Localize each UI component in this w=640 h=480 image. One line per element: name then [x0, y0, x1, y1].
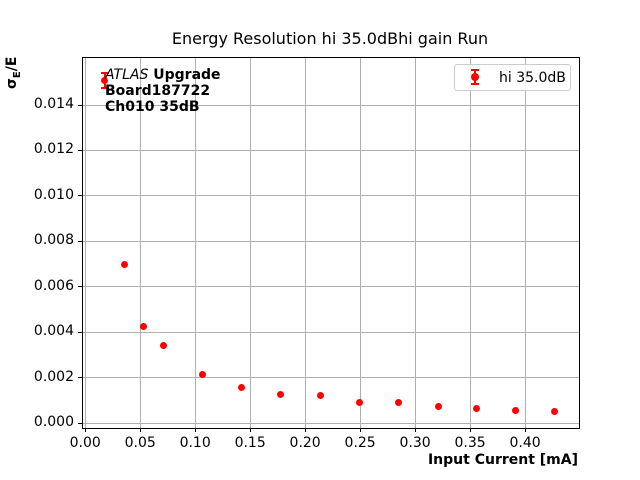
y-gridline: [83, 377, 579, 379]
plot-area: ATLAS Upgrade Board187722 Ch010 35dB hi …: [34, 57, 580, 451]
y-gridline: [83, 286, 579, 288]
y-axis-label-sub: E: [11, 71, 23, 79]
y-tick-label: 0.014: [33, 96, 74, 113]
errorbar-cap-top: [100, 71, 109, 74]
x-gridline: [414, 58, 416, 428]
data-point: [355, 399, 363, 407]
data-point: [511, 406, 519, 414]
data-point: [277, 390, 285, 398]
y-tick-label: 0.008: [33, 232, 74, 249]
x-gridline: [84, 58, 86, 428]
annotation-experiment: ATLAS: [105, 67, 149, 83]
y-tick-label: 0.002: [33, 368, 74, 385]
x-tick-mark: [414, 428, 416, 432]
x-tick-mark: [524, 428, 526, 432]
x-tick-mark: [359, 428, 361, 432]
legend-errorbar-cap-bottom: [471, 83, 479, 85]
x-tick-label: 0.15: [234, 435, 266, 451]
x-gridline: [469, 58, 471, 428]
x-tick-mark: [469, 428, 471, 432]
x-tick-label: 0.40: [509, 435, 541, 451]
errorbar-cap-bottom: [100, 86, 109, 89]
legend-label: hi 35.0dB: [499, 69, 566, 86]
x-gridline: [359, 58, 361, 428]
data-point: [101, 76, 109, 84]
data-point: [121, 260, 129, 268]
y-tick-mark: [78, 286, 82, 288]
y-tick-mark: [78, 422, 82, 424]
x-tick-label: 0.00: [69, 435, 101, 451]
y-axis-label-rest: /E: [4, 56, 20, 72]
y-tick-mark: [78, 331, 82, 333]
errorbar-marker-icon: [455, 65, 489, 90]
annotation-upgrade: Upgrade: [148, 67, 221, 83]
x-tick-mark: [304, 428, 306, 432]
y-tick-mark: [78, 377, 82, 379]
y-tick-label: 0.010: [33, 186, 74, 203]
x-axis-label: Input Current [mA]: [427, 452, 578, 468]
x-tick-label: 0.35: [454, 435, 486, 451]
y-tick-label: 0.004: [33, 323, 74, 340]
data-point: [237, 383, 245, 391]
plot-annotation: ATLAS Upgrade Board187722 Ch010 35dB: [105, 67, 221, 115]
y-gridline: [83, 422, 579, 424]
data-point: [139, 322, 147, 330]
y-tick-label: 0.006: [33, 277, 74, 294]
y-tick-mark: [78, 104, 82, 106]
x-tick-label: 0.25: [344, 435, 376, 451]
x-gridline: [139, 58, 141, 428]
legend: hi 35.0dB: [454, 64, 571, 91]
x-tick-mark: [84, 428, 86, 432]
data-point: [159, 341, 167, 349]
x-tick-mark: [194, 428, 196, 432]
y-axis-label: σE/E: [4, 57, 23, 89]
y-tick-mark: [78, 195, 82, 197]
data-point: [551, 408, 559, 416]
x-tick-label: 0.20: [289, 435, 321, 451]
legend-marker-dot: [471, 73, 479, 81]
y-gridline: [83, 104, 579, 106]
data-point: [199, 371, 207, 379]
x-gridline: [524, 58, 526, 428]
x-tick-mark: [139, 428, 141, 432]
annotation-line-2: Board187722: [105, 83, 211, 99]
y-gridline: [83, 149, 579, 151]
legend-errorbar-cap-top: [471, 69, 479, 71]
y-tick-label: 0.000: [33, 414, 74, 430]
x-tick-label: 0.05: [124, 435, 156, 451]
data-point: [317, 392, 325, 400]
y-gridline: [83, 195, 579, 197]
x-tick-mark: [249, 428, 251, 432]
annotation-line-3: Ch010 35dB: [105, 99, 200, 115]
y-gridline: [83, 331, 579, 333]
x-gridline: [249, 58, 251, 428]
y-gridline: [83, 240, 579, 242]
annotation-line-1: ATLAS Upgrade: [105, 67, 221, 83]
data-point: [395, 398, 403, 406]
chart-title: Energy Resolution hi 35.0dBhi gain Run: [171, 29, 489, 48]
x-tick-label: 0.10: [179, 435, 211, 451]
y-tick-mark: [78, 149, 82, 151]
x-gridline: [194, 58, 196, 428]
data-point: [473, 405, 481, 413]
x-gridline: [304, 58, 306, 428]
y-tick-mark: [78, 240, 82, 242]
y-tick-label: 0.012: [33, 141, 74, 158]
x-tick-label: 0.30: [399, 435, 431, 451]
y-axis-label-sigma: σ: [4, 78, 20, 89]
data-point: [434, 403, 442, 411]
